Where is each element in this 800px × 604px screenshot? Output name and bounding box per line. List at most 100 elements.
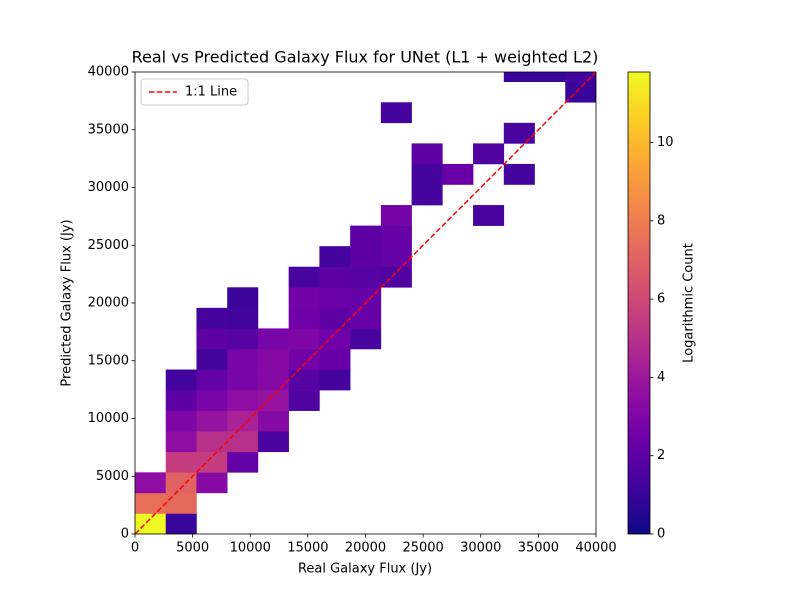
heatmap-cell: [411, 163, 443, 185]
legend-label: 1:1 Line: [185, 85, 237, 100]
heatmap-cell: [135, 513, 167, 534]
heatmap-cell: [257, 431, 289, 453]
y-tick-label: 25000: [88, 238, 129, 253]
heatmap-cell: [565, 81, 596, 103]
heatmap-cell: [227, 348, 259, 370]
y-tick-label: 10000: [88, 411, 129, 426]
colorbar-tick-label: 8: [657, 213, 665, 228]
heatmap-cell: [473, 205, 505, 226]
heatmap-cell: [288, 328, 320, 350]
heatmap-cell: [227, 431, 259, 453]
heatmap-cell: [350, 287, 382, 309]
y-tick-label: 40000: [88, 65, 129, 80]
colorbar: [627, 71, 651, 535]
heatmap-cell: [319, 307, 351, 329]
heatmap-cell: [165, 472, 197, 494]
y-axis-label: Predicted Galaxy Flux (Jy): [60, 219, 75, 386]
y-tick-label: 0: [121, 527, 129, 542]
heatmap-cell: [503, 122, 535, 144]
x-tick-label: 5000: [176, 541, 209, 556]
colorbar-tick-label: 6: [657, 292, 665, 307]
heatmap-cell: [288, 307, 320, 329]
x-tick-label: 15000: [287, 541, 328, 556]
x-tick-label: 40000: [575, 541, 616, 556]
heatmap-cell: [196, 472, 228, 494]
chart-title: Real vs Predicted Galaxy Flux for UNet (…: [132, 48, 599, 67]
overlay: [135, 72, 596, 534]
heatmap-cell: [196, 328, 228, 350]
heatmap-cell: [257, 369, 289, 391]
heatmap-cell: [319, 369, 351, 391]
heatmap-cell: [350, 266, 382, 288]
heatmap-cell: [227, 390, 259, 411]
heatmap-cell: [165, 369, 197, 391]
x-tick-label: 35000: [518, 541, 559, 556]
x-tick-label: 10000: [230, 541, 271, 556]
heatmap-cell: [196, 307, 228, 329]
heatmap-cell: [257, 410, 289, 432]
heatmap-cell: [350, 328, 382, 350]
heatmap-cell: [503, 163, 535, 185]
colorbar-tick-label: 4: [657, 370, 665, 385]
heatmap-cell: [227, 410, 259, 432]
heatmap-cell: [288, 390, 320, 411]
heatmap-cell: [165, 431, 197, 453]
heatmap-cell: [165, 390, 197, 411]
heatmap-cell: [319, 266, 351, 288]
y-tick-label: 35000: [88, 122, 129, 137]
heatmap-cell: [196, 390, 228, 411]
heatmap-cell: [196, 431, 228, 453]
heatmap-cell: [196, 410, 228, 432]
heatmap-cell: [165, 492, 197, 514]
heatmap-cell: [257, 390, 289, 411]
heatmap-cell: [165, 410, 197, 432]
heatmap-cell: [380, 205, 412, 226]
heatmap-cell: [319, 246, 351, 268]
heatmap-cell: [503, 72, 535, 83]
colorbar-label: Logarithmic Count: [682, 243, 697, 363]
heatmap-cell: [350, 246, 382, 268]
heatmap-cell: [257, 328, 289, 350]
x-tick-label: 0: [131, 541, 139, 556]
heatmap-cell: [319, 348, 351, 370]
heatmap-cell: [165, 451, 197, 473]
y-tick-label: 15000: [88, 353, 129, 368]
heatmap-cell: [227, 328, 259, 350]
identity-line: [135, 72, 596, 534]
heatmap-cell: [135, 492, 167, 514]
heatmap-cell: [227, 451, 259, 473]
heatmap-cell: [288, 369, 320, 391]
heatmap-cell: [442, 163, 474, 185]
y-tick-label: 20000: [88, 296, 129, 311]
heatmap-cells: [135, 72, 596, 534]
y-tick-label: 5000: [96, 469, 129, 484]
heatmap-cell: [227, 369, 259, 391]
heatmap-cell: [380, 225, 412, 247]
heatmap-cell: [196, 369, 228, 391]
legend-box: [140, 78, 249, 106]
y-tick-label: 30000: [88, 180, 129, 195]
heatmap-cell: [350, 225, 382, 247]
heatmap-cell: [288, 348, 320, 370]
x-axis-label: Real Galaxy Flux (Jy): [298, 562, 432, 577]
heatmap-cell: [196, 451, 228, 473]
heatmap-cell: [473, 143, 505, 165]
x-tick-label: 25000: [402, 541, 443, 556]
heatmap-cell: [288, 266, 320, 288]
heatmap-cell: [135, 472, 167, 494]
heatmap-cell: [288, 287, 320, 309]
heatmap-cell: [380, 102, 412, 124]
heatmap-cell: [380, 266, 412, 288]
heatmap-cell: [319, 328, 351, 350]
heatmap-cell: [534, 72, 566, 83]
x-tick-label: 20000: [345, 541, 386, 556]
heatmap-cell: [196, 348, 228, 370]
colorbar-tick-label: 10: [657, 135, 674, 150]
heatmap-cell: [227, 307, 259, 329]
heatmap-cell: [227, 287, 259, 309]
colorbar-tick-label: 0: [657, 527, 665, 542]
heatmap-cell: [411, 184, 443, 206]
heatmap-cell: [319, 287, 351, 309]
